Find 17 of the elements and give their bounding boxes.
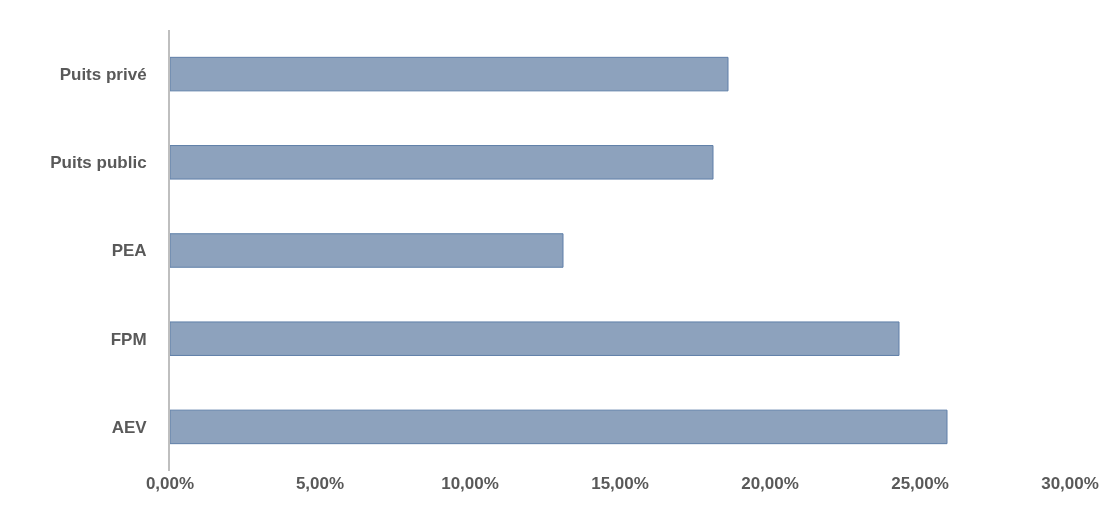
bar [170,145,714,180]
bar [170,321,900,356]
x-tick-label: 15,00% [591,474,649,493]
x-tick-label: 10,00% [441,474,499,493]
y-tick-label: Puits public [50,153,147,173]
bar [170,409,948,445]
bar [170,56,729,92]
y-tick-label: AEV [111,417,148,437]
bar [170,233,564,268]
y-tick-label: FPM [110,329,147,349]
x-tick-label: 0,00% [145,474,195,493]
x-tick-label: 30,00% [1041,474,1099,493]
x-tick-label: 5,00% [295,474,345,493]
x-tick-label: 20,00% [741,474,799,493]
y-tick-label: Puits privé [59,65,147,85]
y-tick-label: PEA [111,241,147,261]
x-tick-label: 25,00% [891,474,949,493]
